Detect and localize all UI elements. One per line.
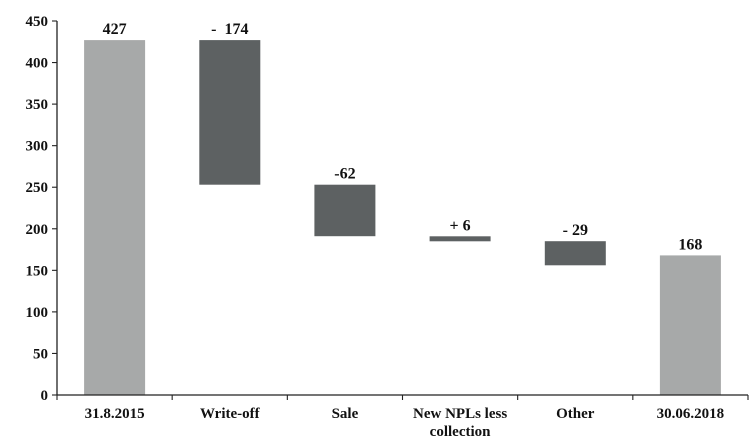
y-tick-label: 150	[26, 263, 49, 279]
data-label-6: 168	[678, 236, 702, 253]
data-label-1: 427	[103, 21, 127, 38]
y-tick-label: 300	[26, 139, 49, 155]
data-label-4: + 6	[450, 217, 471, 234]
bar-2	[199, 40, 261, 185]
data-label-3: -62	[334, 166, 355, 183]
bar-3	[314, 184, 376, 237]
category-label-5: Other	[556, 406, 595, 422]
category-label-4: New NPLs less collection	[413, 406, 507, 440]
y-tick-label: 0	[41, 388, 49, 404]
y-tick-label: 50	[33, 346, 48, 362]
bar-1	[84, 40, 146, 395]
category-label-3: Sale	[332, 406, 359, 422]
axes-layer	[52, 20, 749, 400]
labels-layer: 427 - 174 -62 + 6 - 29 168 0 50 100 150 200 250 300 3…	[26, 14, 725, 440]
bar-6	[659, 255, 721, 395]
y-tick-label: 400	[26, 56, 49, 72]
category-label-1: 31.8.2015	[85, 406, 145, 422]
bars-layer	[84, 40, 721, 395]
data-label-5: - 29	[563, 222, 588, 239]
category-label-6: 30.06.2018	[657, 406, 725, 422]
y-tick-label: 350	[26, 97, 49, 113]
y-tick-label: 100	[26, 305, 49, 321]
y-tick-label: 200	[26, 222, 49, 238]
category-label-2: Write-off	[200, 406, 261, 422]
bar-5	[544, 241, 606, 266]
y-tick-label: 250	[26, 180, 49, 196]
y-tick-label: 450	[26, 14, 49, 30]
data-label-2: - 174	[211, 21, 248, 38]
bar-4	[429, 236, 491, 242]
